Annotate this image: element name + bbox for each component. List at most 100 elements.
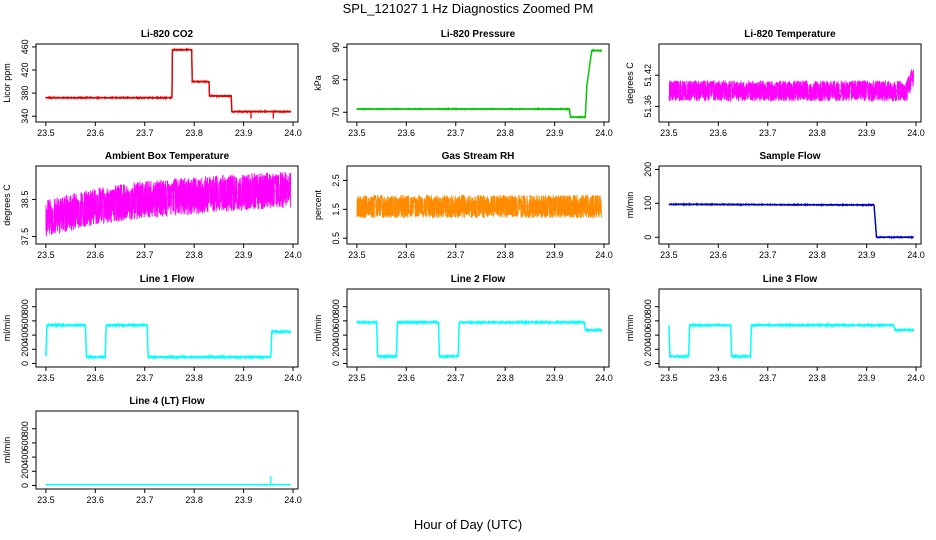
series-steps-line-2 bbox=[356, 321, 602, 358]
series-steps-line-1 bbox=[45, 324, 291, 358]
y-tick-label: 800 bbox=[643, 299, 653, 314]
x-tick-label: 23.7 bbox=[136, 128, 154, 138]
x-tick-label: 23.6 bbox=[710, 128, 728, 138]
y-tick-label: 51.36 bbox=[643, 95, 653, 118]
x-tick-label: 23.8 bbox=[185, 495, 203, 505]
y-tick-label: 400 bbox=[20, 328, 30, 343]
x-tick-label: 23.9 bbox=[235, 128, 253, 138]
x-tick-label: 23.9 bbox=[858, 128, 876, 138]
y-tick-label: 200 bbox=[643, 162, 653, 177]
panel-title: Li-820 Pressure bbox=[441, 29, 516, 40]
x-tick-label: 23.6 bbox=[87, 373, 105, 383]
x-tick-label: 24.0 bbox=[284, 128, 302, 138]
x-tick-label: 23.8 bbox=[185, 128, 203, 138]
x-tick-label: 23.8 bbox=[185, 373, 203, 383]
y-axis-label: Licor ppm bbox=[2, 63, 12, 103]
series-line-line-2 bbox=[356, 319, 603, 360]
series-line-sample-flow bbox=[668, 201, 915, 240]
series-steps-pressure bbox=[356, 49, 602, 118]
y-tick-label: 200 bbox=[643, 342, 653, 357]
x-tick-label: 24.0 bbox=[907, 128, 925, 138]
panel-gas-stream-rh: Gas Stream RH percent 23.5 23.6 23.7 23.8 23.9… bbox=[313, 151, 613, 260]
x-tick-label: 23.5 bbox=[37, 495, 55, 505]
plot-frame bbox=[35, 410, 299, 490]
x-tick-label: 23.7 bbox=[759, 373, 777, 383]
y-axis-label: degrees C bbox=[625, 62, 635, 104]
x-tick-label: 23.9 bbox=[546, 250, 564, 260]
y-tick-label: 200 bbox=[331, 342, 341, 357]
y-tick-label: 0 bbox=[643, 235, 653, 240]
y-axis-label: ml/min bbox=[625, 192, 635, 219]
panel-ambient-box-temperature: Ambient Box Temperature degrees C 23.5 23.6… bbox=[2, 151, 302, 260]
series-line-line-1 bbox=[45, 322, 292, 361]
y-tick-label: 80 bbox=[331, 75, 341, 85]
x-tick-label: 23.8 bbox=[185, 250, 203, 260]
panel-title: Ambient Box Temperature bbox=[105, 151, 230, 162]
x-tick-label: 23.9 bbox=[858, 373, 876, 383]
x-tick-label: 23.7 bbox=[447, 128, 465, 138]
y-tick-label: 460 bbox=[20, 39, 30, 54]
y-axis-label: ml/min bbox=[2, 437, 12, 464]
series-steps-sample-flow bbox=[668, 203, 914, 238]
panel-title: Gas Stream RH bbox=[442, 151, 515, 162]
panel-title: Line 4 (LT) Flow bbox=[129, 396, 205, 407]
y-tick-label: 400 bbox=[331, 328, 341, 343]
panel-title: Li-820 CO2 bbox=[141, 29, 194, 40]
plot-frame bbox=[658, 288, 922, 368]
x-tick-label: 23.5 bbox=[348, 128, 366, 138]
y-tick-label: 600 bbox=[20, 313, 30, 328]
plot-frame bbox=[658, 43, 922, 123]
x-tick-label: 23.8 bbox=[808, 250, 826, 260]
y-tick-label: 800 bbox=[331, 299, 341, 314]
x-tick-label: 23.9 bbox=[235, 250, 253, 260]
x-tick-label: 24.0 bbox=[284, 373, 302, 383]
x-tick-label: 23.6 bbox=[87, 250, 105, 260]
x-tick-label: 23.7 bbox=[136, 495, 154, 505]
y-tick-label: 51.42 bbox=[643, 64, 653, 87]
panel-line-3-flow: Line 3 Flow ml/min 23.5 23.6 23.7 23.8 23.9 24.… bbox=[625, 274, 925, 383]
panel-li-820-pressure: Li-820 Pressure kPa 23.5 23.6 23.7 23.8 23.9 24… bbox=[313, 29, 613, 138]
x-tick-label: 23.5 bbox=[660, 373, 678, 383]
x-tick-label: 23.7 bbox=[136, 373, 154, 383]
x-tick-label: 23.8 bbox=[496, 373, 514, 383]
y-tick-label: 0 bbox=[20, 483, 30, 488]
series-line-pressure bbox=[356, 48, 603, 119]
figure-title: SPL_121027 1 Hz Diagnostics Zoomed PM bbox=[342, 1, 594, 16]
x-tick-label: 24.0 bbox=[595, 250, 613, 260]
y-tick-label: 400 bbox=[643, 328, 653, 343]
x-tick-label: 24.0 bbox=[595, 128, 613, 138]
y-tick-label: 1.5 bbox=[331, 203, 341, 216]
y-tick-label: 2.5 bbox=[331, 174, 341, 187]
x-tick-label: 23.5 bbox=[37, 128, 55, 138]
x-tick-label: 23.7 bbox=[136, 250, 154, 260]
x-tick-label: 23.5 bbox=[37, 373, 55, 383]
x-tick-label: 23.6 bbox=[398, 250, 416, 260]
x-tick-label: 23.8 bbox=[808, 128, 826, 138]
x-axis-title: Hour of Day (UTC) bbox=[413, 517, 523, 532]
x-tick-label: 24.0 bbox=[284, 250, 302, 260]
y-tick-label: 0.5 bbox=[331, 232, 341, 245]
y-tick-label: 70 bbox=[331, 107, 341, 117]
x-tick-label: 23.5 bbox=[660, 250, 678, 260]
y-tick-label: 0 bbox=[643, 361, 653, 366]
plot-frame bbox=[658, 165, 922, 245]
x-tick-label: 23.7 bbox=[759, 250, 777, 260]
x-tick-label: 23.9 bbox=[235, 373, 253, 383]
x-tick-label: 23.6 bbox=[710, 373, 728, 383]
plot-frame bbox=[35, 288, 299, 368]
x-tick-label: 23.6 bbox=[710, 250, 728, 260]
x-tick-label: 23.5 bbox=[348, 250, 366, 260]
y-tick-label: 800 bbox=[20, 421, 30, 436]
y-tick-label: 380 bbox=[20, 86, 30, 101]
y-tick-label: 37.5 bbox=[20, 228, 30, 246]
x-tick-label: 23.6 bbox=[87, 495, 105, 505]
y-tick-label: 600 bbox=[20, 435, 30, 450]
panel-line-2-flow: Line 2 Flow ml/min 23.5 23.6 23.7 23.8 23.9 24.… bbox=[313, 274, 613, 383]
y-tick-label: 200 bbox=[20, 342, 30, 357]
series-line-co2 bbox=[45, 47, 292, 115]
x-tick-label: 23.5 bbox=[348, 373, 366, 383]
panel-title: Line 1 Flow bbox=[140, 274, 195, 285]
panel-line-4-lt-flow: Line 4 (LT) Flow ml/min 23.5 23.6 23.7 23.8 23… bbox=[2, 396, 302, 505]
x-tick-label: 23.8 bbox=[496, 128, 514, 138]
